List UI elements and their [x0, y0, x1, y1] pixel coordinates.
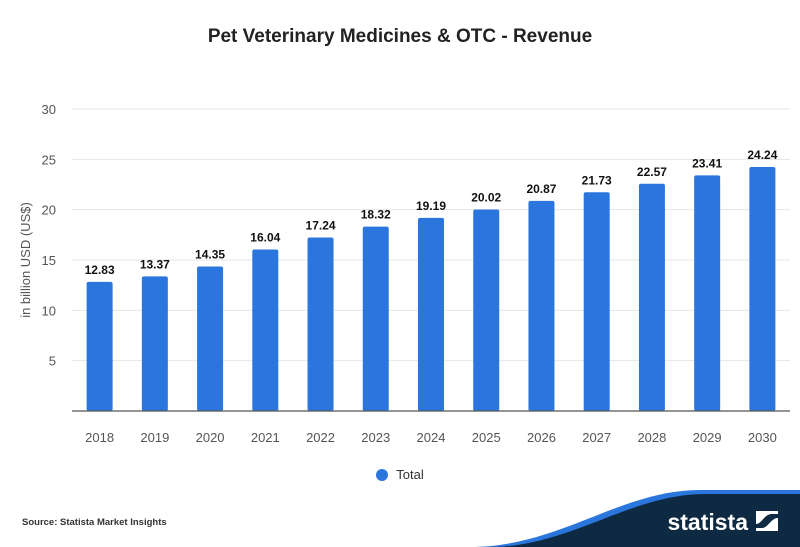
x-tick-label: 2023: [361, 430, 390, 445]
statista-logo-mark-icon: [756, 511, 778, 531]
data-label: 18.32: [361, 208, 391, 222]
source-note: Source: Statista Market Insights: [22, 517, 167, 528]
y-tick-label: 5: [49, 354, 56, 369]
statista-logo[interactable]: statista: [667, 509, 748, 535]
y-tick-label: 25: [42, 152, 56, 167]
bar: [86, 281, 113, 411]
y-tick-label: 20: [42, 203, 56, 218]
y-tick-label: 30: [42, 102, 56, 117]
x-tick-label: 2021: [251, 430, 280, 445]
bar: [307, 237, 334, 411]
bar: [418, 217, 444, 411]
x-tick-label: 2022: [306, 430, 335, 445]
x-tick-label: 2024: [417, 430, 446, 445]
x-tick-label: 2018: [85, 430, 114, 445]
bar: [528, 200, 555, 411]
bar: [473, 209, 500, 411]
data-label: 16.04: [250, 231, 280, 245]
y-tick-label: 15: [42, 253, 56, 268]
data-label: 23.41: [692, 156, 722, 170]
x-tick-label: 2027: [582, 430, 611, 445]
data-label: 19.19: [416, 199, 446, 213]
bar: [583, 192, 610, 411]
x-tick-label: 2025: [472, 430, 501, 445]
data-label: 14.35: [195, 248, 225, 262]
bar: [141, 276, 168, 411]
bar: [362, 226, 389, 411]
legend[interactable]: Total: [0, 467, 800, 482]
x-tick-label: 2029: [693, 430, 722, 445]
data-label: 12.83: [85, 263, 115, 277]
y-tick-label: 10: [42, 303, 56, 318]
x-tick-label: 2026: [527, 430, 556, 445]
legend-label: Total: [396, 467, 424, 482]
x-tick-label: 2028: [637, 430, 666, 445]
data-label: 22.57: [637, 165, 667, 179]
data-label: 20.87: [526, 182, 556, 196]
data-label: 20.02: [471, 190, 501, 204]
bar: [749, 166, 776, 411]
bar: [252, 249, 279, 411]
bar: [197, 266, 224, 411]
x-tick-label: 2030: [748, 430, 777, 445]
bar: [638, 183, 665, 411]
legend-marker: [376, 468, 389, 481]
data-label: 17.24: [306, 218, 336, 232]
chart-title: Pet Veterinary Medicines & OTC - Revenue: [207, 26, 593, 47]
x-tick-label: 2019: [140, 430, 169, 445]
x-tick-label: 2020: [196, 430, 225, 445]
data-label: 21.73: [582, 173, 612, 187]
y-axis-label: in billion USD (US$): [18, 202, 33, 318]
data-label: 13.37: [140, 257, 170, 271]
data-label: 24.24: [747, 148, 777, 162]
bar: [694, 175, 721, 411]
